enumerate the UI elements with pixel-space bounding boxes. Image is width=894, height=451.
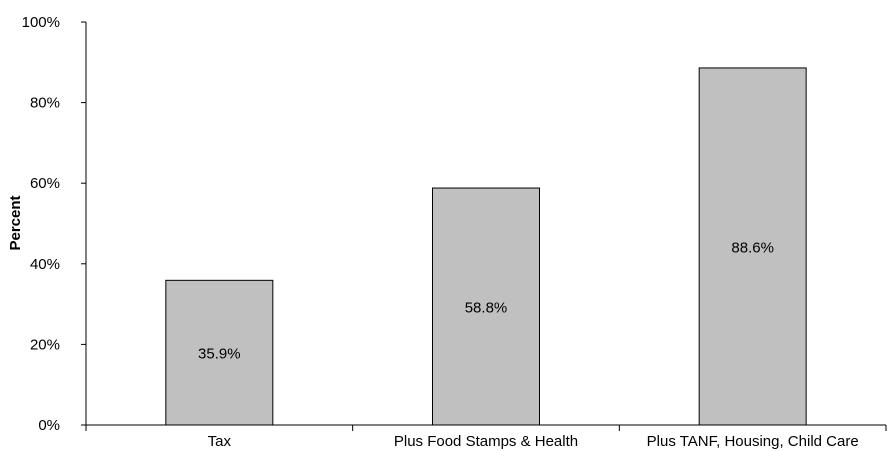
- y-tick-label: 100%: [22, 14, 60, 31]
- x-labels-group: Tax Plus Food Stamps & Health Plus TANF, H…: [208, 433, 859, 450]
- bar-value-label: 58.8%: [465, 300, 508, 317]
- bar: [432, 187, 540, 426]
- y-tick-label: 80%: [30, 95, 60, 112]
- x-ticks-group: [85, 425, 887, 431]
- bars-group: [165, 67, 807, 426]
- axes-group: [85, 22, 886, 426]
- y-ticks-group: 0% 20% 40% 60% 80% 100%: [22, 14, 86, 434]
- x-category-label: Plus TANF, Housing, Child Care: [647, 433, 859, 450]
- y-tick-label: 60%: [30, 175, 60, 192]
- bar: [698, 67, 807, 426]
- y-tick-label: 40%: [30, 256, 60, 273]
- bar: [165, 279, 274, 426]
- bar-value-label: 88.6%: [731, 239, 774, 256]
- x-category-label: Plus Food Stamps & Health: [394, 433, 578, 450]
- y-axis-title: Percent: [7, 195, 24, 250]
- y-tick-label: 0%: [38, 417, 60, 434]
- value-labels-group: 35.9% 58.8% 88.6%: [198, 239, 774, 362]
- x-category-label: Tax: [208, 433, 232, 450]
- y-tick-label: 20%: [30, 336, 60, 353]
- bar-value-label: 35.9%: [198, 346, 241, 363]
